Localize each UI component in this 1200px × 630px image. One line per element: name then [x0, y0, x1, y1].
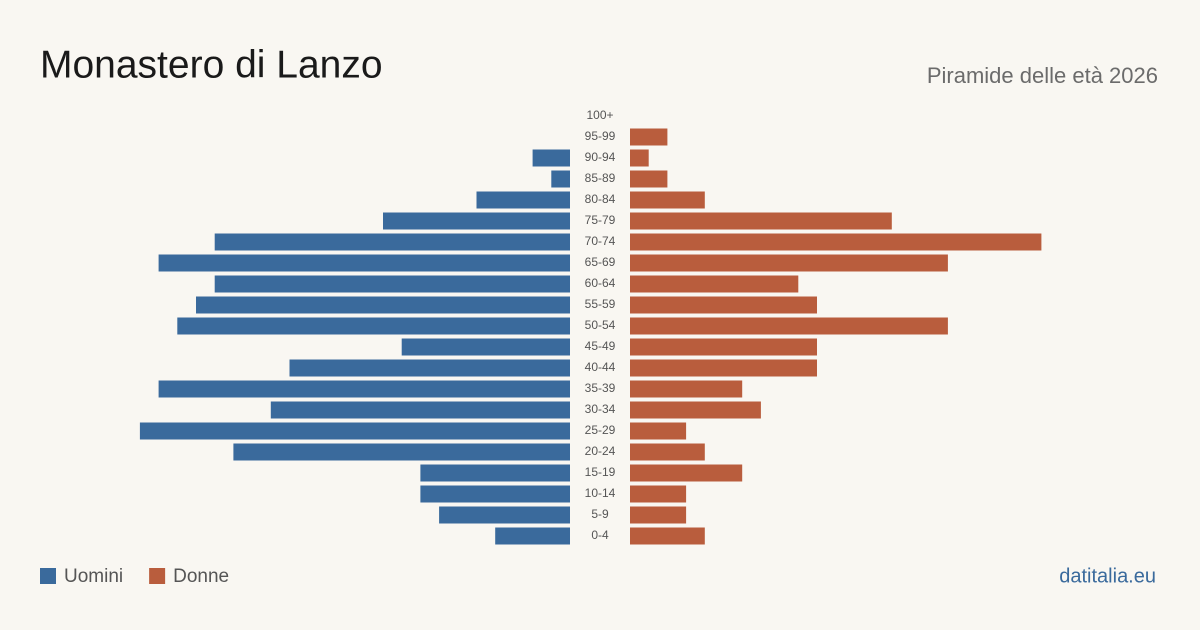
legend-swatch [149, 568, 166, 584]
age-label: 30-34 [585, 402, 616, 416]
bar-men [158, 380, 570, 398]
age-label: 45-49 [585, 339, 616, 353]
age-label: 20-24 [585, 444, 616, 458]
bar-men [270, 401, 570, 419]
bar-men [532, 149, 570, 167]
bar-men [476, 191, 570, 209]
bar-men [158, 254, 570, 272]
bar-men [383, 212, 570, 230]
age-label: 95-99 [585, 129, 616, 143]
bar-men [196, 296, 570, 314]
bar-women [630, 212, 892, 230]
bar-women [630, 359, 817, 377]
bar-women [630, 464, 743, 482]
bar-women [630, 275, 799, 293]
chart-subtitle: Piramide delle età 2026 [927, 63, 1158, 88]
bar-women [630, 170, 668, 188]
source: datitalia.eu [1059, 565, 1156, 587]
age-label: 65-69 [585, 255, 616, 269]
bar-men [401, 338, 570, 356]
age-label: 35-39 [585, 381, 616, 395]
bar-women [630, 128, 668, 146]
bar-women [630, 254, 948, 272]
bar-women [630, 191, 705, 209]
chart-title: Monastero di Lanzo [40, 43, 383, 86]
bar-men [139, 422, 570, 440]
age-label: 15-19 [585, 465, 616, 479]
age-label: 25-29 [585, 423, 616, 437]
age-label: 80-84 [585, 192, 616, 206]
bar-women [630, 149, 649, 167]
legend-label: Uomini [64, 566, 123, 587]
age-label: 85-89 [585, 171, 616, 185]
age-label: 10-14 [585, 486, 616, 500]
bar-men [177, 317, 571, 335]
bar-women [630, 485, 687, 503]
bar-women [630, 233, 1042, 251]
bar-women [630, 506, 687, 524]
bar-men [495, 527, 570, 545]
age-label: 70-74 [585, 234, 616, 248]
bar-men [289, 359, 570, 377]
age-label: 40-44 [585, 360, 616, 374]
bar-men [439, 506, 570, 524]
bar-women [630, 380, 743, 398]
bar-women [630, 422, 687, 440]
bar-women [630, 443, 705, 461]
bar-men [551, 170, 570, 188]
age-label: 0-4 [591, 528, 609, 542]
bar-women [630, 527, 705, 545]
bar-men [214, 275, 570, 293]
age-label: 90-94 [585, 150, 616, 164]
bar-men [420, 464, 570, 482]
age-label: 60-64 [585, 276, 616, 290]
legend-swatch [40, 568, 56, 584]
bar-men [214, 233, 570, 251]
age-label: 55-59 [585, 297, 616, 311]
bar-men [233, 443, 570, 461]
bar-women [630, 401, 761, 419]
bar-men [420, 485, 570, 503]
age-label: 75-79 [585, 213, 616, 227]
age-label: 100+ [586, 108, 613, 122]
bar-women [630, 317, 948, 335]
age-label: 5-9 [591, 507, 609, 521]
legend-label: Donne [173, 566, 229, 587]
age-label: 50-54 [585, 318, 616, 332]
bar-women [630, 296, 817, 314]
bar-women [630, 338, 817, 356]
